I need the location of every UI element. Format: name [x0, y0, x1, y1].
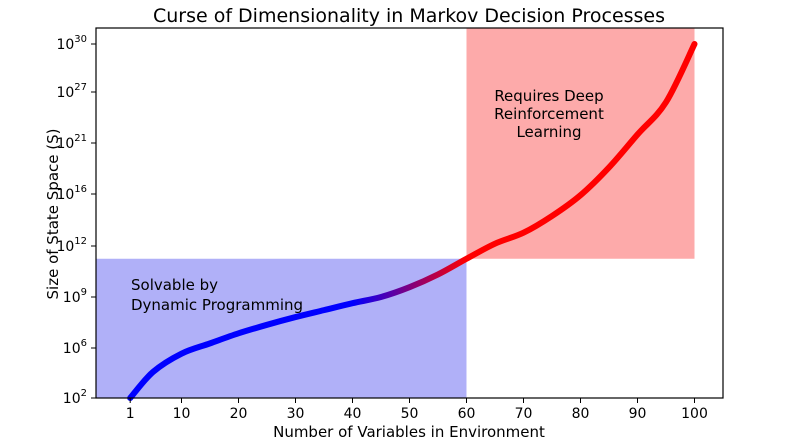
y-tick-exponent: 9: [81, 287, 87, 298]
y-tick-exponent: 12: [74, 236, 87, 247]
y-tick-label: 1027: [56, 82, 87, 101]
x-axis-label: Number of Variables in Environment: [273, 423, 545, 441]
y-tick-exponent: 27: [74, 82, 87, 93]
y-tick-base: 10: [63, 290, 81, 306]
chart-title: Curse of Dimensionality in Markov Decisi…: [153, 5, 665, 27]
region-layer: [96, 28, 695, 398]
y-tick-base: 10: [56, 239, 74, 255]
series-line: [127, 41, 698, 401]
y-tick-base: 10: [63, 391, 81, 407]
x-tick-label: 30: [287, 406, 305, 422]
x-tick-label: 60: [458, 406, 476, 422]
x-tick-label: 1: [126, 406, 135, 422]
region-1: [96, 258, 467, 398]
region-label-2: Requires Deep Reinforcement Learning: [494, 87, 604, 141]
line-layer: [127, 41, 698, 401]
y-tick-base: 10: [56, 187, 74, 203]
region-2: [466, 28, 695, 259]
y-tick-label: 1012: [56, 236, 87, 255]
y-tick-base: 10: [63, 341, 81, 357]
y-tick-label: 109: [63, 287, 87, 306]
x-tick-label: 70: [515, 406, 533, 422]
y-tick-exponent: 21: [74, 133, 87, 144]
y-tick-exponent: 6: [81, 338, 87, 349]
y-tick-base: 10: [56, 85, 74, 101]
region-label-1: Solvable by Dynamic Programming: [131, 276, 303, 314]
y-tick-base: 10: [56, 37, 74, 53]
y-tick-exponent: 2: [81, 388, 87, 399]
region-labels: Solvable by Dynamic Programming Requires D…: [131, 87, 604, 314]
x-tick-label: 10: [173, 406, 191, 422]
y-tick-label: 106: [63, 338, 87, 357]
x-tick-label: 100: [681, 406, 708, 422]
x-tick-label: 50: [401, 406, 419, 422]
x-tick-label: 80: [572, 406, 590, 422]
y-tick-label: 1030: [56, 34, 87, 53]
x-axis: 1 10 20 30 40 50 60 70 80 90 100: [126, 398, 708, 422]
y-tick-exponent: 30: [74, 34, 87, 45]
y-tick-label: 102: [63, 388, 87, 407]
y-tick-base: 10: [56, 136, 74, 152]
y-axis-label: Size of State Space (S): [44, 129, 62, 300]
x-tick-label: 90: [629, 406, 647, 422]
x-tick-label: 40: [344, 406, 362, 422]
y-tick-exponent: 16: [74, 184, 87, 195]
y-tick-label: 1021: [56, 133, 87, 152]
x-tick-label: 20: [230, 406, 248, 422]
y-tick-label: 1016: [56, 184, 87, 203]
